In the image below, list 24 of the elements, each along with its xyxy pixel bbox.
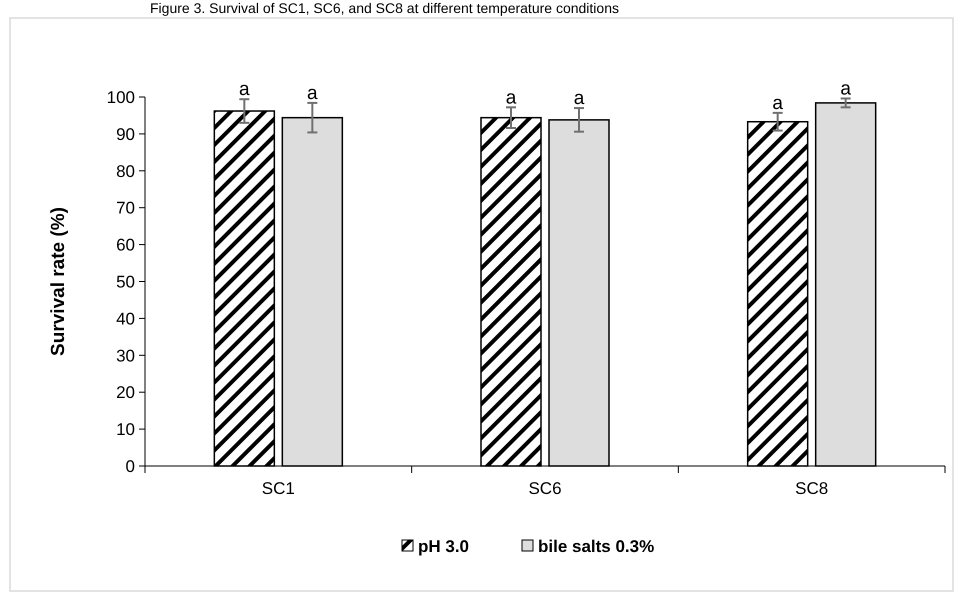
data-label: a (239, 79, 250, 100)
chart-title: Figure 3. Survival of SC1, SC6, and SC8 at different temperature conditions (150, 0, 619, 16)
x-tick-label: SC6 (528, 479, 562, 498)
data-label: a (772, 92, 784, 114)
legend-label: bile salts 0.3% (538, 536, 654, 556)
y-tick-label: 30 (116, 346, 135, 366)
y-tick-label: 70 (116, 198, 135, 218)
y-tick-label: 50 (116, 272, 135, 292)
y-tick-label: 10 (116, 420, 135, 440)
y-tick-label: 40 (116, 309, 135, 328)
data-label: a (574, 88, 585, 110)
x-tick-label: SC1 (262, 479, 295, 498)
y-tick-label: 90 (116, 124, 135, 144)
y-tick-label: 80 (116, 162, 135, 181)
y-tick-label: 20 (116, 383, 135, 402)
y-axis-title: Survival rate (%) (48, 207, 69, 356)
y-tick-label: 60 (116, 236, 135, 255)
y-tick-label: 100 (106, 88, 135, 107)
data-label: a (307, 82, 318, 104)
data-label: a (506, 87, 517, 108)
data-label: a (840, 78, 852, 100)
y-tick-label: 0 (126, 456, 135, 476)
x-tick-label: SC8 (795, 479, 828, 498)
legend-label: pH 3.0 (418, 536, 470, 556)
